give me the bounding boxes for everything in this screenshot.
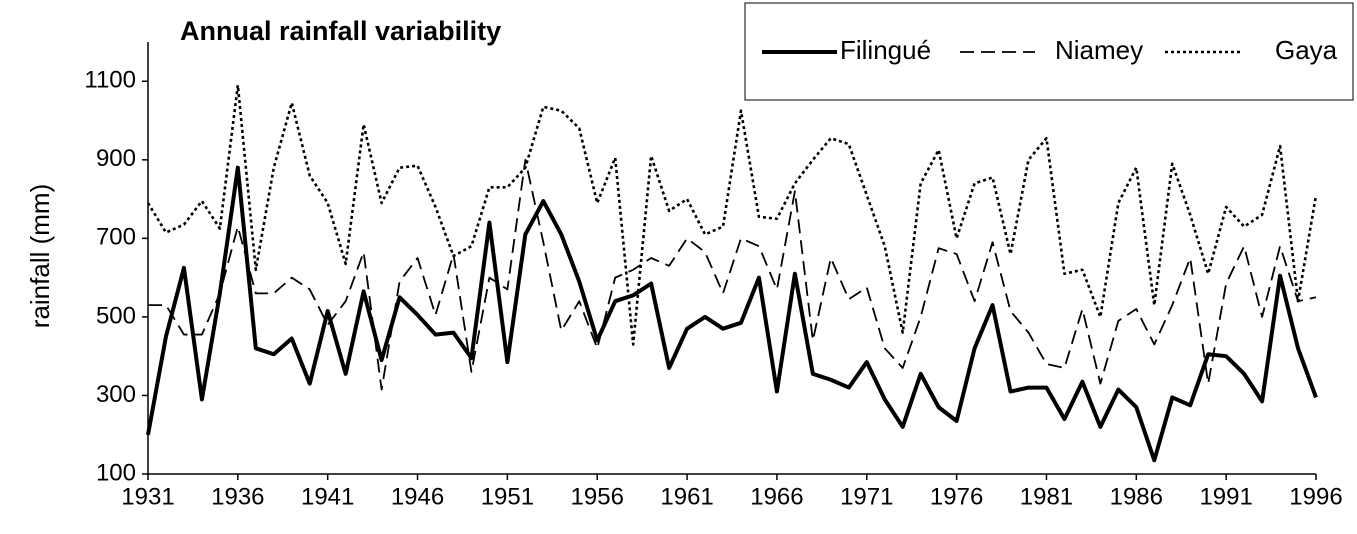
x-tick-label: 1951 <box>481 483 534 510</box>
x-tick-label: 1971 <box>840 483 893 510</box>
legend-box <box>744 2 1354 101</box>
y-tick-label: 500 <box>96 302 136 329</box>
x-tick-label: 1956 <box>571 483 624 510</box>
y-tick-label: 1100 <box>84 67 136 94</box>
legend-label: Gaya <box>1275 35 1338 65</box>
x-tick-label: 1941 <box>301 483 354 510</box>
x-tick-label: 1991 <box>1199 483 1252 510</box>
line-series <box>146 165 1318 463</box>
y-tick-label: 900 <box>96 145 136 172</box>
x-tick-label: 1986 <box>1110 483 1163 510</box>
x-tick-label: 1981 <box>1020 483 1073 510</box>
y-tick-label: 300 <box>96 381 136 408</box>
legend-label: Niamey <box>1055 35 1143 65</box>
x-tick-label: 1946 <box>391 483 444 510</box>
x-tick-label: 1936 <box>211 483 264 510</box>
line-series <box>146 83 1318 346</box>
x-tick-label: 1976 <box>930 483 983 510</box>
line-series <box>148 158 1317 391</box>
x-tick-label: 1931 <box>121 483 174 510</box>
y-axis-label: rainfall (mm) <box>25 184 55 328</box>
y-tick-label: 700 <box>96 224 136 251</box>
y-tick-label: 100 <box>96 459 136 486</box>
chart-title: Annual rainfall variability <box>180 16 501 46</box>
x-tick-label: 1996 <box>1289 483 1342 510</box>
legend-label: Filingué <box>840 35 931 65</box>
x-tick-label: 1966 <box>750 483 803 510</box>
x-tick-label: 1961 <box>660 483 713 510</box>
